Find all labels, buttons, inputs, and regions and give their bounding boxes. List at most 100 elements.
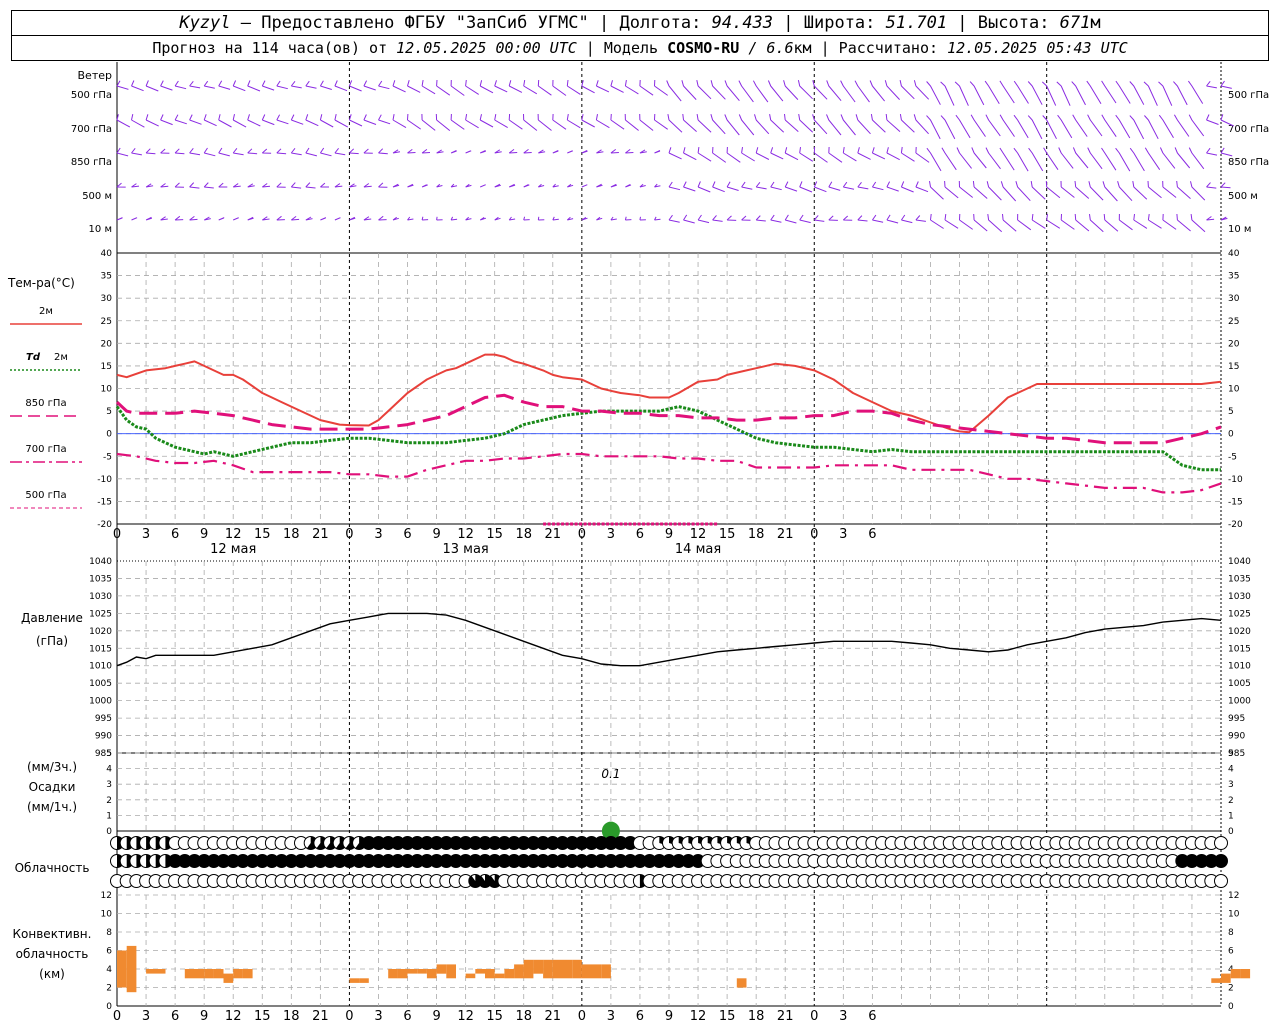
wind-barb	[813, 181, 827, 193]
x-tick-label-bottom: 18	[515, 1009, 532, 1024]
x-tick-label-bottom: 6	[868, 1009, 876, 1024]
wind-barb	[769, 114, 785, 133]
wind-barb	[189, 216, 198, 221]
conv-bar	[446, 964, 456, 979]
x-tick-label-bottom: 6	[171, 1009, 179, 1024]
wind-barb	[552, 216, 559, 221]
wind-barb	[305, 114, 319, 127]
temp-y-tick-left: 0	[106, 430, 112, 440]
wind-barb	[900, 181, 914, 193]
conv-y-tick-right: 0	[1228, 1002, 1234, 1012]
cloud-glyph-full	[207, 854, 221, 868]
cloud-title: Облачность	[15, 861, 90, 875]
wind-barb	[828, 146, 843, 163]
cloud-glyph-full	[1175, 854, 1189, 868]
wind-barb	[305, 80, 317, 89]
wind-barb	[926, 81, 941, 105]
wind-barb	[465, 79, 479, 95]
wind-barb	[1206, 114, 1219, 125]
wind-barb	[826, 114, 842, 136]
wind-barb	[1174, 147, 1191, 169]
wind-barb	[349, 216, 356, 221]
wind-barb	[944, 180, 959, 199]
wind-barb	[654, 150, 661, 154]
cloud-cover-glyphs	[110, 836, 1228, 888]
wind-barb	[494, 114, 508, 129]
conv-bar	[1230, 969, 1241, 979]
wind-barb	[682, 113, 697, 132]
cloud-glyph-full	[459, 836, 473, 850]
press-y-tick-left: 1030	[89, 592, 112, 602]
temp-y-tick-right: 5	[1228, 407, 1234, 417]
temp-y-tick-left: 5	[106, 407, 112, 417]
cloud-glyph-full	[517, 836, 531, 850]
conv-unit: (км)	[39, 967, 65, 981]
cloud-glyph-full	[643, 854, 657, 868]
wind-barb	[218, 182, 228, 188]
wind-barb	[1220, 114, 1234, 127]
cloud-glyph-full	[536, 836, 550, 850]
wind-barb	[871, 181, 884, 191]
x-tick-label-bottom: 15	[486, 1009, 503, 1024]
wind-barb	[1144, 147, 1161, 170]
x-tick-label-top: 3	[839, 527, 847, 542]
wind-barb	[596, 216, 603, 221]
x-tick-label-top: 0	[345, 527, 353, 542]
wind-barb	[625, 184, 632, 188]
x-tick-label-top: 21	[545, 527, 562, 542]
wind-barb	[1027, 115, 1043, 140]
wind-level-label-left: 700 гПа	[71, 124, 112, 135]
wind-barb	[973, 213, 988, 232]
wind-barb	[203, 216, 211, 221]
wind-barb	[479, 114, 494, 128]
wind-barb	[465, 216, 472, 221]
wind-barb	[363, 216, 372, 221]
x-tick-label-top: 3	[374, 527, 382, 542]
wind-barb	[218, 147, 230, 157]
wind-level-label-left: 500 м	[82, 191, 112, 202]
wind-barb	[1158, 114, 1174, 139]
precip-y-tick-left: 5	[106, 749, 112, 759]
cloud-glyph-full	[304, 854, 318, 868]
cloud-glyph-full	[430, 854, 444, 868]
wind-barb	[1060, 213, 1075, 230]
wind-barb	[581, 184, 588, 188]
conv-y-tick-left: 10	[101, 910, 113, 920]
conv-bar	[1240, 969, 1251, 979]
x-tick-label-bottom: 0	[113, 1009, 121, 1024]
wind-barb	[884, 80, 900, 100]
wind-barb	[1187, 80, 1204, 104]
wind-barb	[639, 113, 654, 131]
press-y-tick-left: 1000	[89, 697, 112, 707]
precip-y-tick-left: 3	[106, 780, 112, 790]
wind-barb	[1045, 180, 1061, 199]
conv-bar	[242, 969, 253, 979]
x-tick-label-bottom: 3	[607, 1009, 615, 1024]
wind-barb	[738, 80, 754, 103]
wind-barb	[940, 81, 955, 106]
wind-barb	[1206, 182, 1217, 189]
wind-barb	[667, 114, 683, 133]
wind-barb	[479, 80, 494, 94]
wind-barb	[262, 216, 270, 221]
wind-barb	[363, 148, 373, 154]
cloud-glyph-full	[217, 854, 230, 868]
wind-barb	[1115, 147, 1131, 172]
wind-barb	[1162, 213, 1177, 230]
cloud-glyph-full	[488, 836, 502, 850]
wind-barb	[1031, 213, 1046, 229]
temp-y-tick-right: 10	[1228, 385, 1240, 395]
conv-bar	[572, 959, 582, 979]
wind-level-label-left: 10 м	[89, 224, 112, 235]
lon-value: 94.433	[711, 13, 774, 33]
wind-barb	[116, 147, 129, 157]
wind-barb	[523, 113, 538, 131]
wind-barb	[436, 149, 444, 154]
cloud-glyph-full	[284, 854, 298, 868]
cloud-glyph-full	[681, 854, 695, 868]
wind-barb	[624, 113, 639, 131]
press-y-tick-right: 1020	[1228, 627, 1251, 637]
wind-barb	[857, 181, 869, 190]
wind-barb	[349, 148, 359, 155]
wind-barb	[218, 80, 231, 90]
